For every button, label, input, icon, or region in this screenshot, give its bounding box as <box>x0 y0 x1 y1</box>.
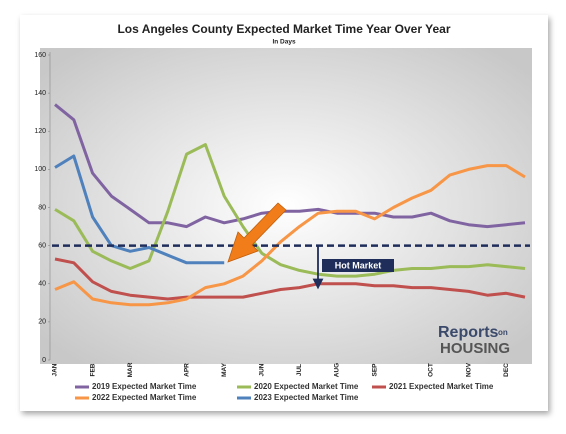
pointer-arrow <box>227 202 287 263</box>
chart-title: Los Angeles County Expected Market Time … <box>117 22 450 36</box>
legend-label: 2022 Expected Market Time <box>92 393 197 402</box>
y-tick-label: 140 <box>34 90 46 97</box>
x-tick-label: FEB <box>89 363 96 376</box>
y-tick-label: 160 <box>34 52 46 59</box>
x-tick-label: NOV <box>465 362 472 377</box>
x-tick-label: APR <box>183 363 190 377</box>
series-line <box>54 154 225 265</box>
y-tick-label: 80 <box>38 204 46 211</box>
x-tick-label: SEP <box>371 363 378 377</box>
series-line <box>54 103 526 229</box>
series-line <box>54 143 526 278</box>
series-line <box>54 164 526 307</box>
x-tick-label: MAR <box>127 362 134 377</box>
logo: Reports on HOUSING <box>438 324 510 357</box>
y-tick-label: 0 <box>42 357 46 364</box>
y-tick-label: 20 <box>38 319 46 326</box>
logo-brand: Reports <box>438 324 499 341</box>
logo-small: on <box>498 328 508 337</box>
legend-label: 2019 Expected Market Time <box>92 382 197 391</box>
logo-bottom: HOUSING <box>440 340 510 357</box>
y-tick-label: 40 <box>38 281 46 288</box>
x-tick-label: DEC <box>503 363 510 377</box>
x-tick-label: JAN <box>52 363 59 376</box>
legend-label: 2023 Expected Market Time <box>254 393 359 402</box>
series-line <box>54 257 526 301</box>
x-tick-label: JUL <box>296 364 303 376</box>
x-tick-label: AUG <box>334 363 341 377</box>
plot-background <box>40 48 532 364</box>
annotation-text: Hot Market <box>335 260 382 270</box>
y-tick-label: 120 <box>34 128 46 135</box>
x-tick-label: JUN <box>259 363 266 376</box>
x-tick-label: OCT <box>428 363 435 377</box>
legend-label: 2020 Expected Market Time <box>254 382 359 391</box>
legend-label: 2021 Expected Market Time <box>389 382 494 391</box>
x-tick-label: MAY <box>221 362 228 377</box>
y-tick-label: 100 <box>34 166 46 173</box>
y-tick-label: 60 <box>38 242 46 249</box>
chart-subtitle: In Days <box>272 39 296 46</box>
annotation-box <box>322 259 394 272</box>
